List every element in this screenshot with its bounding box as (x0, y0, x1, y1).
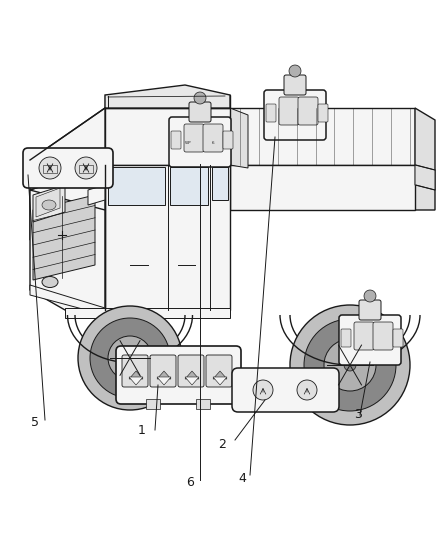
Polygon shape (415, 165, 435, 190)
Polygon shape (157, 371, 171, 379)
Polygon shape (33, 195, 95, 280)
Circle shape (364, 290, 376, 302)
FancyBboxPatch shape (266, 104, 276, 122)
FancyBboxPatch shape (206, 355, 232, 387)
FancyBboxPatch shape (359, 300, 381, 320)
FancyBboxPatch shape (318, 104, 328, 122)
FancyBboxPatch shape (171, 131, 181, 149)
FancyBboxPatch shape (223, 131, 233, 149)
Text: WP: WP (185, 141, 191, 145)
Polygon shape (105, 95, 230, 108)
Polygon shape (30, 190, 105, 310)
FancyBboxPatch shape (264, 90, 326, 140)
FancyBboxPatch shape (203, 124, 223, 152)
Text: 6: 6 (212, 141, 214, 145)
Bar (196, 399, 210, 409)
Circle shape (304, 319, 396, 411)
Circle shape (297, 380, 317, 400)
Circle shape (290, 305, 410, 425)
FancyBboxPatch shape (284, 75, 306, 95)
Polygon shape (105, 108, 230, 165)
Polygon shape (36, 188, 60, 217)
FancyBboxPatch shape (279, 97, 299, 125)
Polygon shape (65, 308, 230, 318)
Ellipse shape (42, 200, 56, 210)
FancyBboxPatch shape (341, 329, 351, 347)
Polygon shape (230, 108, 415, 165)
Polygon shape (30, 285, 105, 315)
FancyBboxPatch shape (189, 102, 211, 122)
Polygon shape (108, 167, 165, 205)
FancyBboxPatch shape (393, 329, 403, 347)
Circle shape (194, 92, 206, 104)
Polygon shape (129, 377, 143, 385)
FancyBboxPatch shape (298, 97, 318, 125)
FancyBboxPatch shape (184, 124, 204, 152)
FancyBboxPatch shape (373, 322, 393, 350)
Text: 2: 2 (218, 439, 226, 451)
Polygon shape (415, 108, 435, 210)
Text: 3: 3 (354, 408, 362, 422)
Polygon shape (30, 108, 105, 190)
FancyBboxPatch shape (116, 346, 241, 404)
Bar (146, 399, 160, 409)
Circle shape (253, 380, 273, 400)
Polygon shape (230, 108, 248, 168)
Ellipse shape (42, 277, 58, 287)
FancyBboxPatch shape (178, 355, 204, 387)
Polygon shape (212, 167, 228, 200)
Polygon shape (170, 167, 208, 205)
FancyBboxPatch shape (122, 355, 148, 387)
FancyBboxPatch shape (354, 322, 374, 350)
Circle shape (75, 157, 97, 179)
Circle shape (39, 157, 61, 179)
Polygon shape (88, 185, 105, 205)
Polygon shape (157, 377, 171, 385)
FancyBboxPatch shape (150, 355, 176, 387)
Polygon shape (30, 165, 105, 240)
Circle shape (344, 359, 356, 371)
Text: 5: 5 (31, 416, 39, 429)
FancyBboxPatch shape (232, 368, 339, 412)
Circle shape (108, 336, 152, 380)
Polygon shape (129, 371, 143, 379)
Polygon shape (213, 377, 227, 385)
FancyBboxPatch shape (23, 148, 113, 188)
FancyBboxPatch shape (339, 315, 401, 365)
Circle shape (78, 306, 182, 410)
Polygon shape (105, 85, 230, 108)
Text: 6: 6 (186, 477, 194, 489)
Circle shape (289, 65, 301, 77)
Polygon shape (33, 185, 65, 222)
FancyBboxPatch shape (169, 117, 231, 167)
Polygon shape (230, 165, 415, 210)
Polygon shape (213, 371, 227, 379)
Circle shape (90, 318, 170, 398)
Text: 4: 4 (238, 472, 246, 484)
Text: 1: 1 (138, 424, 146, 437)
Polygon shape (105, 165, 230, 310)
Circle shape (125, 353, 135, 363)
Polygon shape (185, 371, 199, 379)
Polygon shape (185, 377, 199, 385)
Circle shape (324, 339, 376, 391)
